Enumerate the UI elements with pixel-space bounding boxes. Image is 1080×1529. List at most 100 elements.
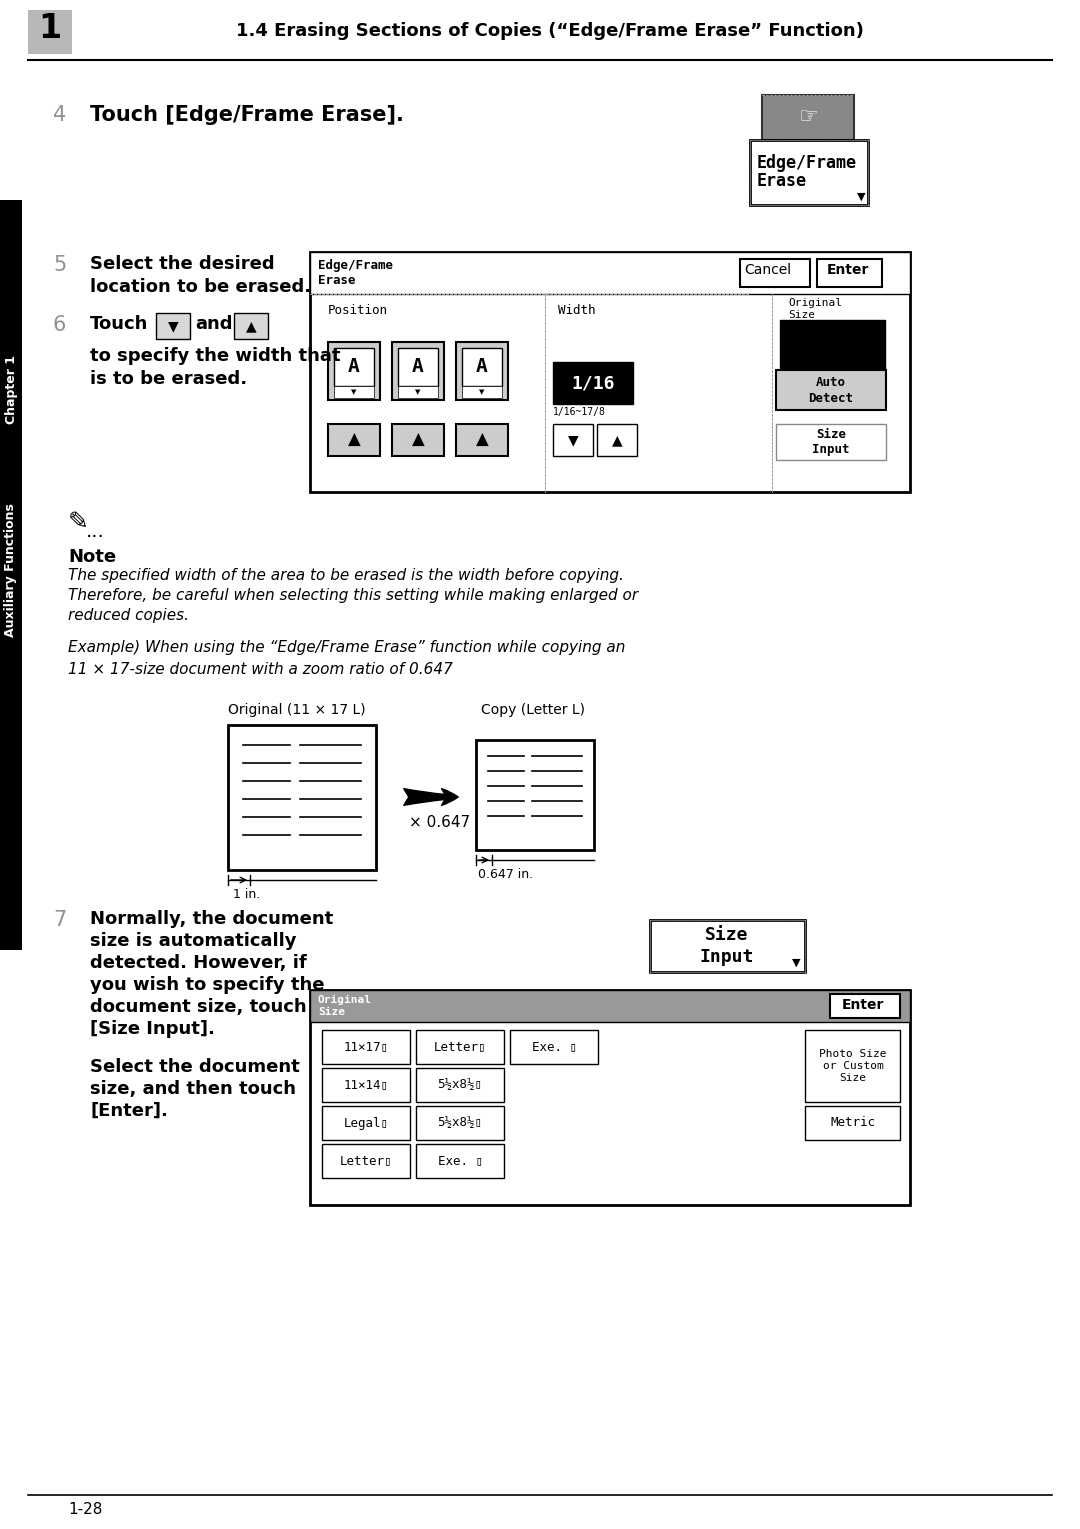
- Text: Edge/Frame: Edge/Frame: [757, 154, 858, 171]
- Text: Exe. ▯: Exe. ▯: [437, 1154, 483, 1168]
- Text: Size
Input: Size Input: [700, 927, 754, 966]
- Bar: [777, 370, 886, 410]
- Bar: [310, 252, 910, 294]
- Text: A: A: [348, 358, 360, 376]
- Text: ▲: ▲: [348, 431, 361, 450]
- Text: 6: 6: [53, 315, 66, 335]
- Text: detected. However, if: detected. However, if: [90, 954, 307, 972]
- Bar: [310, 989, 910, 1205]
- Bar: [553, 362, 633, 404]
- Bar: [456, 424, 508, 456]
- Text: 11 × 17-size document with a zoom ratio of 0.647: 11 × 17-size document with a zoom ratio …: [68, 662, 453, 677]
- Text: 7: 7: [53, 910, 66, 930]
- Text: 5½x8½▯: 5½x8½▯: [437, 1116, 483, 1130]
- Bar: [416, 1105, 504, 1141]
- Text: ▲: ▲: [611, 433, 622, 446]
- Bar: [399, 349, 438, 385]
- Bar: [328, 342, 380, 401]
- Bar: [0, 200, 22, 950]
- Text: Note: Note: [68, 547, 117, 566]
- Text: Cancel: Cancel: [744, 263, 792, 277]
- Text: ▲: ▲: [245, 320, 256, 333]
- Text: 1: 1: [38, 12, 62, 44]
- Text: Edge/Frame: Edge/Frame: [318, 258, 393, 272]
- Text: Touch: Touch: [90, 315, 148, 333]
- Text: Width: Width: [558, 304, 595, 317]
- Bar: [416, 1144, 504, 1177]
- Bar: [334, 385, 374, 398]
- Text: size is automatically: size is automatically: [90, 933, 297, 950]
- Text: Chapter 1: Chapter 1: [4, 356, 17, 425]
- Text: 5½x8½▯: 5½x8½▯: [437, 1078, 483, 1092]
- Text: Original (11 × 17 L): Original (11 × 17 L): [228, 703, 366, 717]
- Text: ☞: ☞: [798, 107, 818, 127]
- Text: Exe. ▯: Exe. ▯: [531, 1041, 577, 1053]
- Text: 11×17▯: 11×17▯: [343, 1041, 389, 1053]
- Bar: [805, 1031, 900, 1102]
- Bar: [462, 385, 502, 398]
- Text: you wish to specify the: you wish to specify the: [90, 976, 324, 994]
- Text: is to be erased.: is to be erased.: [90, 370, 247, 388]
- Text: Position: Position: [328, 304, 388, 317]
- Bar: [322, 1144, 410, 1177]
- Text: ▼: ▼: [792, 959, 800, 968]
- Text: Auxiliary Functions: Auxiliary Functions: [4, 503, 17, 638]
- Text: × 0.647: × 0.647: [409, 815, 470, 830]
- Bar: [392, 424, 444, 456]
- Bar: [322, 1105, 410, 1141]
- Text: size, and then touch: size, and then touch: [90, 1079, 296, 1098]
- Text: document size, touch: document size, touch: [90, 998, 307, 1015]
- Bar: [597, 424, 637, 456]
- Bar: [416, 1067, 504, 1102]
- Bar: [553, 424, 593, 456]
- Text: Legal▯: Legal▯: [343, 1116, 389, 1130]
- Text: 1/16~17/8: 1/16~17/8: [553, 407, 606, 417]
- Bar: [777, 424, 886, 460]
- Text: Therefore, be careful when selecting this setting while making enlarged or: Therefore, be careful when selecting thi…: [68, 589, 638, 602]
- Bar: [392, 342, 444, 401]
- Bar: [476, 740, 594, 850]
- Text: location to be erased.: location to be erased.: [90, 278, 311, 297]
- Text: 5: 5: [53, 255, 66, 275]
- Bar: [328, 424, 380, 456]
- Text: to specify the width that: to specify the width that: [90, 347, 340, 365]
- Text: [Size Input].: [Size Input].: [90, 1020, 215, 1038]
- Text: ✎: ✎: [68, 511, 89, 534]
- Text: Example) When using the “Edge/Frame Erase” function while copying an: Example) When using the “Edge/Frame Eras…: [68, 641, 625, 654]
- Text: ▼: ▼: [351, 388, 356, 394]
- Text: and: and: [195, 315, 232, 333]
- Bar: [234, 313, 268, 339]
- Text: ▼: ▼: [858, 193, 865, 202]
- Bar: [650, 920, 805, 972]
- Text: ...: ...: [86, 521, 105, 541]
- Bar: [228, 725, 376, 870]
- Bar: [416, 1031, 504, 1064]
- Text: Normally, the document: Normally, the document: [90, 910, 334, 928]
- Text: Size: Size: [788, 310, 815, 320]
- Bar: [762, 95, 854, 141]
- Text: Select the document: Select the document: [90, 1058, 300, 1076]
- Text: ▼: ▼: [416, 388, 421, 394]
- Text: 4: 4: [53, 106, 66, 125]
- Text: Copy (Letter L): Copy (Letter L): [481, 703, 585, 717]
- Bar: [510, 1031, 598, 1064]
- Bar: [750, 141, 868, 205]
- Bar: [156, 313, 190, 339]
- Text: Erase: Erase: [318, 274, 355, 287]
- Text: A: A: [413, 358, 423, 376]
- Text: ▼: ▼: [568, 433, 578, 446]
- Text: ▼: ▼: [167, 320, 178, 333]
- Text: ▲: ▲: [475, 431, 488, 450]
- Text: ▲: ▲: [411, 431, 424, 450]
- Text: Auto
Detect: Auto Detect: [809, 376, 853, 405]
- Text: Select the desired: Select the desired: [90, 255, 274, 274]
- Bar: [740, 258, 810, 287]
- Text: 0.647 in.: 0.647 in.: [478, 868, 534, 881]
- Bar: [334, 349, 374, 385]
- Text: Size: Size: [318, 1008, 345, 1017]
- Text: Photo Size
or Custom
Size: Photo Size or Custom Size: [820, 1049, 887, 1084]
- Text: ▼: ▼: [480, 388, 485, 394]
- Text: Erase: Erase: [757, 171, 807, 190]
- Text: A: A: [476, 358, 488, 376]
- Text: Original: Original: [318, 995, 372, 1005]
